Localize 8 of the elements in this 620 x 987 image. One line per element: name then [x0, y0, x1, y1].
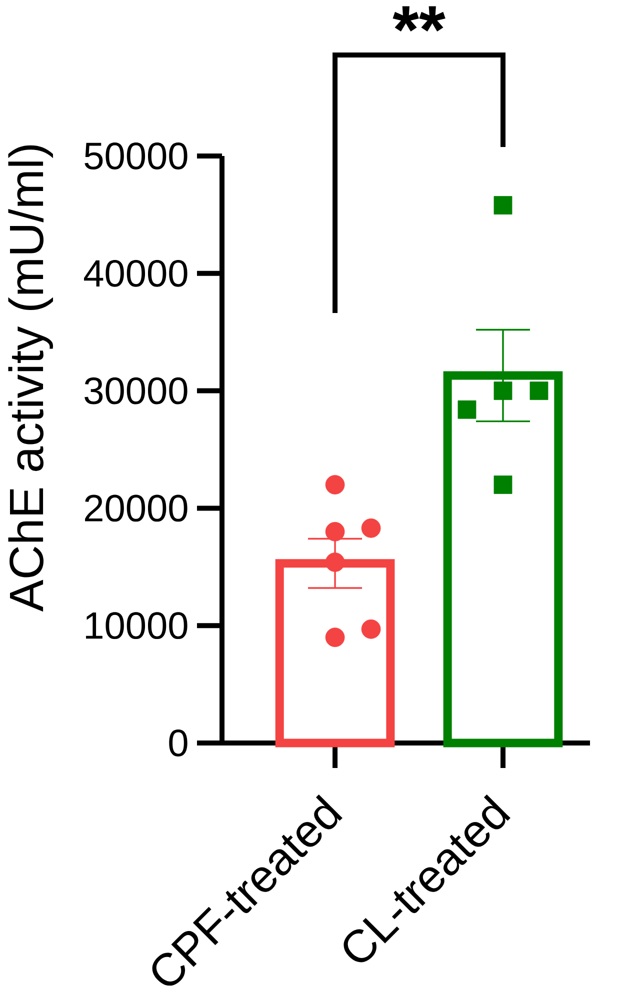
y-tick-label: 10000 [86, 612, 188, 640]
y-tick-label: 20000 [85, 494, 188, 522]
y-axis-title: AChE activity (mU/ml) [8, 145, 54, 612]
y-tick-label: 30000 [84, 377, 188, 404]
text: ** [392, 6, 446, 32]
y-tick-label: 40000 [84, 260, 188, 287]
y-tick-label: 50000 [84, 142, 188, 170]
y-tick-label: 0 [169, 730, 188, 756]
